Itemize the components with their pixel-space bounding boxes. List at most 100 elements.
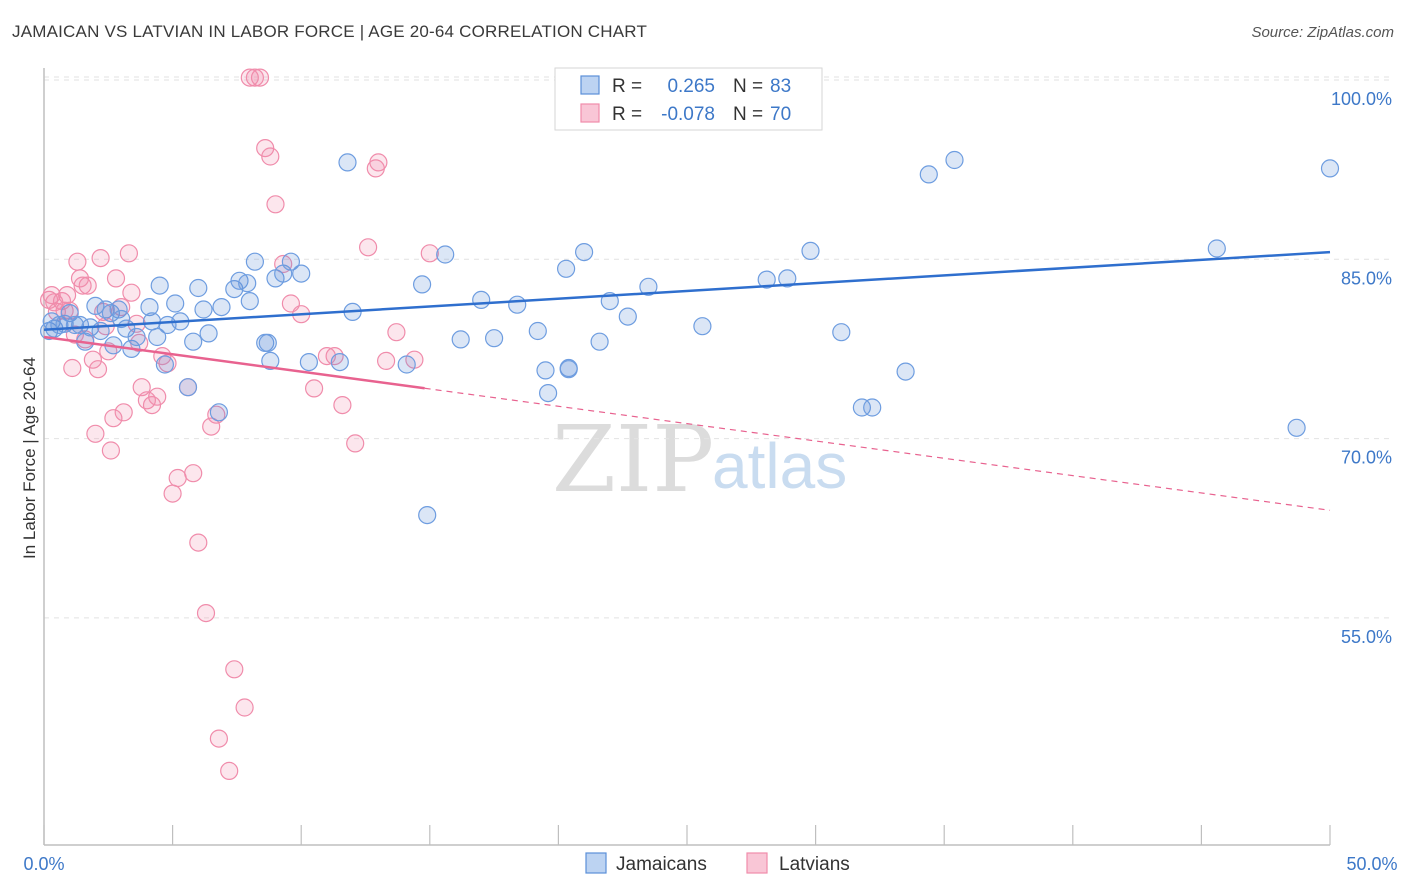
latvian-point: [305, 379, 324, 398]
latvian-point: [88, 360, 108, 379]
jamaican-point: [436, 245, 455, 264]
latvian-point: [68, 252, 87, 271]
chart-title: JAMAICAN VS LATVIAN IN LABOR FORCE | AGE…: [12, 22, 648, 41]
jamaican-point: [142, 312, 162, 331]
legend-r-label: R =: [612, 104, 642, 125]
jamaican-point: [778, 269, 797, 288]
x-tick-label-min: 0.0%: [23, 854, 64, 874]
latvian-point: [420, 244, 439, 263]
jamaican-point: [801, 241, 820, 260]
latvian-point: [235, 698, 254, 717]
latvian-point: [207, 405, 226, 424]
y-axis-label: In Labor Force | Age 20-64: [20, 357, 39, 559]
latvian-point: [73, 276, 92, 295]
latvian-point: [122, 283, 141, 302]
watermark-zip: ZIP: [552, 406, 714, 513]
legend-r-value: 0.265: [667, 76, 715, 97]
legend-r-value: -0.078: [661, 104, 715, 125]
y-tick-label: 70.0%: [1341, 448, 1392, 468]
jamaican-point: [150, 276, 169, 295]
jamaican-point: [155, 355, 174, 374]
bottom-legend-swatch-jamaicans: [585, 852, 607, 874]
legend-n-label: N =: [733, 76, 763, 97]
jamaican-point: [86, 296, 105, 315]
latvian-point: [163, 484, 182, 503]
jamaican-point: [418, 505, 437, 525]
jamaican-point: [832, 323, 851, 342]
jamaican-point: [281, 252, 300, 271]
jamaican-point: [60, 304, 79, 323]
jamaican-point: [451, 330, 470, 349]
legend-r-label: R =: [612, 76, 642, 97]
series-legend: Jamaicans Latvians: [585, 852, 850, 875]
latvian-point: [101, 441, 121, 460]
latvian-point: [250, 68, 270, 87]
bottom-legend-jamaicans: Jamaicans: [616, 854, 707, 875]
latvian-point: [86, 424, 105, 443]
latvian-point: [63, 358, 82, 378]
latvian-point: [91, 249, 110, 268]
x-tick-label-max: 50.0%: [1346, 854, 1397, 874]
jamaican-point: [618, 307, 637, 326]
x-axis-ticks: [43, 825, 1331, 845]
bottom-legend-swatch-latvians: [746, 852, 768, 874]
latvian-point: [209, 729, 228, 748]
jamaican-point: [212, 298, 231, 317]
latvian-point: [184, 464, 203, 483]
jamaican-point: [261, 351, 280, 370]
trend-lines: [43, 250, 1331, 511]
jamaican-point: [189, 278, 208, 298]
latvian-point: [148, 387, 167, 406]
bottom-legend-latvians: Latvians: [779, 854, 850, 875]
legend-swatch-latvians: [580, 103, 600, 123]
jamaican-point: [178, 378, 198, 397]
legend-swatch-jamaicans: [580, 75, 600, 95]
latvian-point: [377, 351, 396, 370]
jamaican-point: [148, 327, 167, 347]
jamaican-point: [574, 243, 594, 262]
gridlines: [44, 76, 1392, 619]
latvian-point: [106, 269, 126, 288]
latvian-point: [266, 195, 285, 214]
jamaican-point: [299, 353, 318, 372]
latvian-point: [196, 603, 216, 623]
latvian-point: [240, 68, 259, 87]
latvian-point: [261, 147, 280, 166]
latvian-point: [114, 403, 133, 422]
jamaican-point: [245, 252, 264, 271]
jamaican-point: [338, 153, 357, 172]
jamaican-point: [127, 327, 146, 347]
jamaican-point: [538, 384, 558, 403]
jamaican-point: [757, 270, 776, 289]
latvian-point: [78, 276, 97, 295]
jamaican-point: [166, 294, 185, 313]
jamaican-point: [199, 324, 218, 343]
latvian-point: [245, 68, 264, 87]
legend-n-value: 70: [770, 104, 791, 125]
jamaican-point: [556, 259, 576, 278]
jamaican-point: [590, 332, 609, 351]
latvian-point: [225, 660, 244, 679]
latvian-point: [387, 323, 406, 342]
jamaican-point: [896, 362, 915, 381]
jamaicans-trend-line: [43, 250, 1331, 332]
jamaican-point: [485, 329, 504, 348]
jamaican-point: [559, 360, 578, 379]
y-tick-label: 85.0%: [1341, 268, 1392, 288]
jamaican-point: [112, 309, 131, 329]
y-axis-tick-labels: 100.0% 85.0% 70.0% 55.0%: [1331, 89, 1392, 647]
jamaican-point: [919, 165, 938, 184]
legend-n-label: N =: [733, 104, 763, 125]
latvian-point: [346, 434, 365, 453]
latvians-trend-line-extension: [424, 387, 1331, 511]
latvian-point: [104, 409, 123, 428]
jamaican-point: [1320, 159, 1340, 178]
jamaican-point: [330, 353, 349, 372]
latvians-trend-line: [43, 335, 425, 390]
y-tick-label: 55.0%: [1341, 627, 1392, 647]
latvian-point: [119, 244, 138, 263]
latvian-point: [220, 761, 239, 781]
latvian-point: [57, 286, 77, 305]
jamaican-point: [945, 150, 964, 170]
